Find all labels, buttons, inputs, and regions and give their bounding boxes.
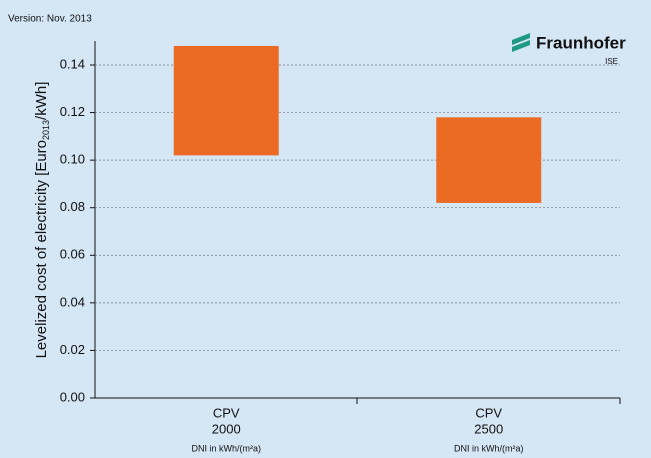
y-label-part: Levelized cost of electricity [Euro xyxy=(33,140,50,358)
bar xyxy=(436,117,542,203)
logo-text: Fraunhofer xyxy=(536,33,626,52)
y-tick-label: 0.10 xyxy=(60,152,85,167)
y-tick-label: 0.02 xyxy=(60,342,85,357)
logo: Fraunhofer ISE xyxy=(512,33,626,66)
y-tick-label: 0.00 xyxy=(60,389,85,404)
y-tick-label: 0.06 xyxy=(60,247,85,262)
version: Version: Nov. 2013 xyxy=(8,14,92,25)
logo-icon xyxy=(512,33,530,52)
x-note: DNI in kWh/(m²a) xyxy=(192,443,262,453)
x-tick-sublabel: 2000 xyxy=(212,421,241,436)
y-axis-label: Levelized cost of electricity [Euro2013/… xyxy=(33,82,51,359)
y-label-sub: 2013 xyxy=(41,120,51,140)
y-label-part: /kWh] xyxy=(33,82,50,120)
logo-sub: ISE xyxy=(605,57,618,66)
x-tick-label: CPV xyxy=(475,405,502,420)
x-tick-label: CPV xyxy=(213,405,240,420)
y-tick-label: 0.04 xyxy=(60,294,85,309)
y-tick-label: 0.14 xyxy=(60,56,85,71)
x-note: DNI in kWh/(m²a) xyxy=(454,443,524,453)
y-tick-label: 0.12 xyxy=(60,104,85,119)
x-tick-sublabel: 2500 xyxy=(474,421,503,436)
bar xyxy=(173,45,279,156)
y-tick-label: 0.08 xyxy=(60,199,85,214)
